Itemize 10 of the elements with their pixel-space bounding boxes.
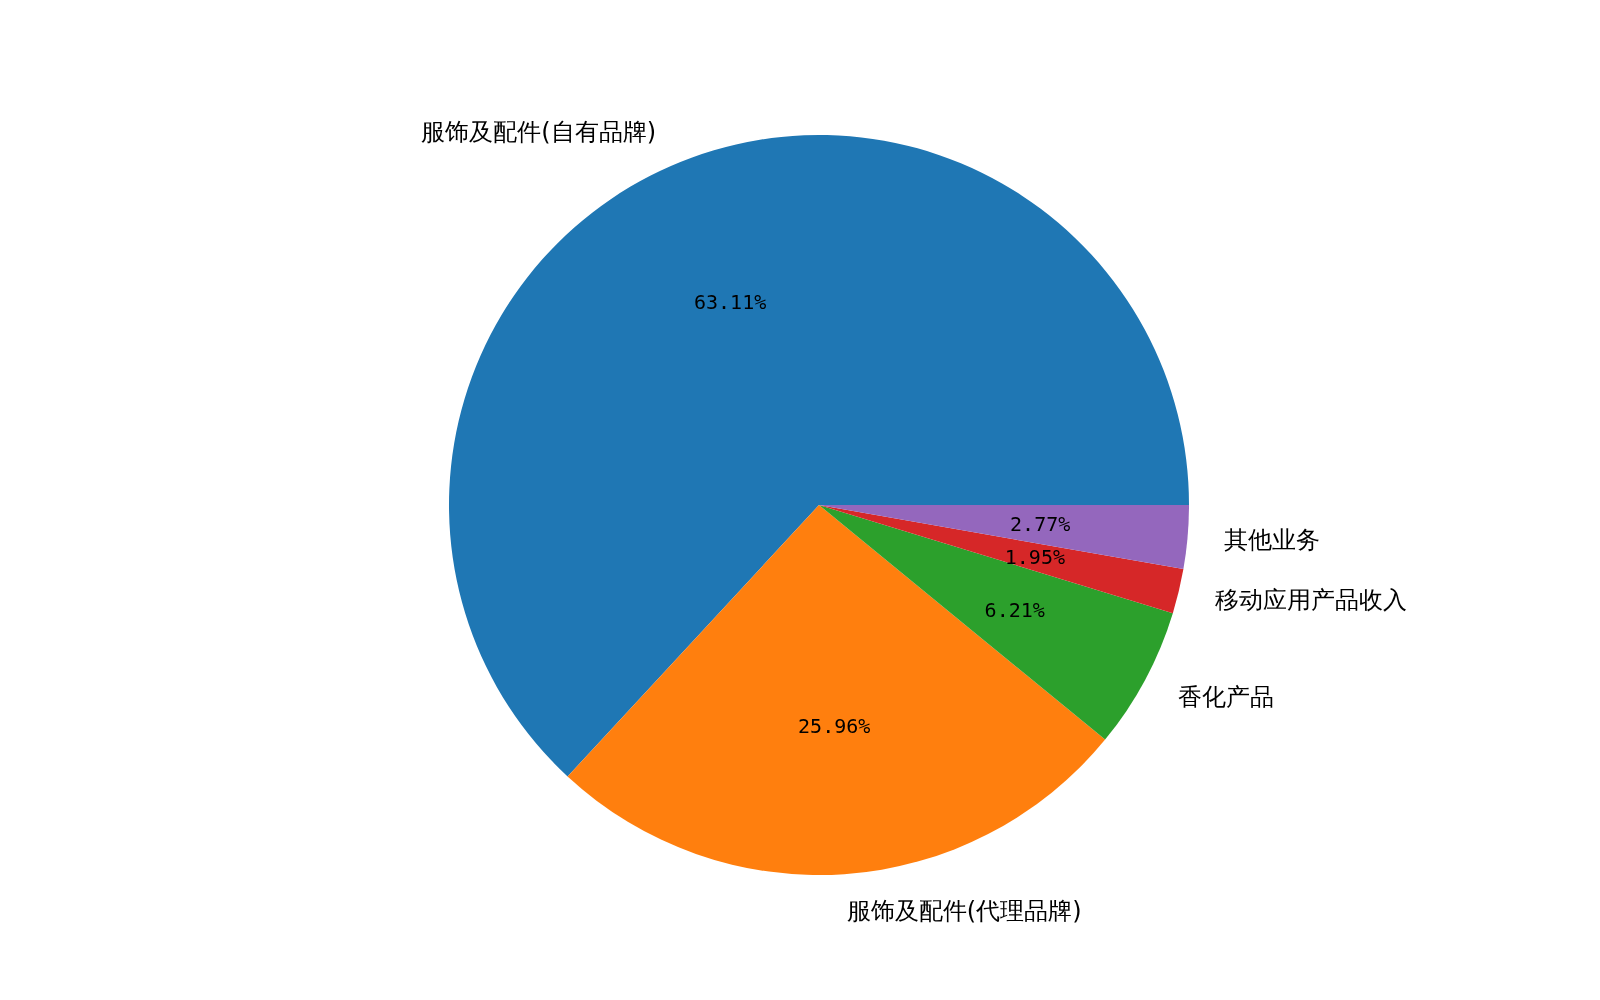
- data-label: 1.95%: [1004, 544, 1065, 569]
- data-label: 6.21%: [984, 597, 1045, 622]
- data-label: 63.11%: [694, 289, 767, 314]
- slice-label: 服饰及配件(自有品牌): [421, 118, 657, 147]
- slice-label: 香化产品: [1177, 683, 1274, 712]
- slice-label: 移动应用产品收入: [1214, 585, 1407, 614]
- data-label: 2.77%: [1010, 512, 1071, 537]
- slice-label: 其他业务: [1224, 526, 1321, 555]
- data-label: 25.96%: [798, 714, 871, 739]
- slice-label: 服饰及配件(代理品牌): [846, 897, 1082, 926]
